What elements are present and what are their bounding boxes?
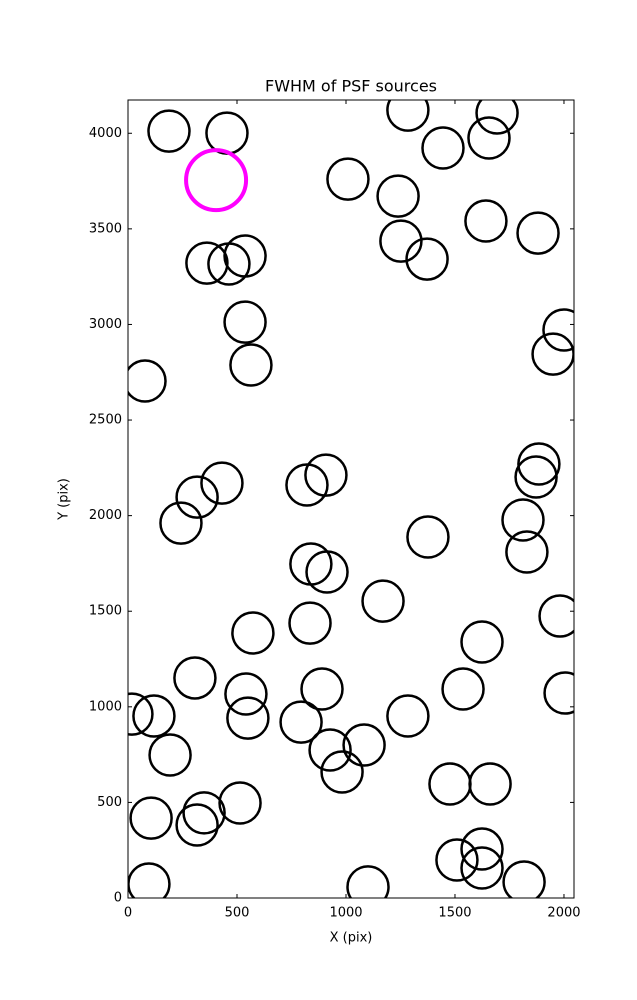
y-tick-label: 3000 [89,317,122,332]
source-circle [182,791,226,835]
source-circle [468,762,512,806]
source-circle [300,667,344,711]
x-tick-label: 1500 [438,906,471,921]
source-circle [289,542,333,586]
source-circle [223,300,267,344]
source-circle [460,827,504,871]
source-circle [514,455,558,499]
source-circle [346,865,390,898]
source-circle [406,515,450,559]
source-circle [379,219,423,263]
source-circle [175,803,219,847]
y-tick-label: 2000 [89,508,122,523]
source-circle [128,692,154,736]
source-circle [128,359,167,403]
source-circle [428,762,472,806]
source-circle [405,237,449,281]
source-circle [285,463,329,507]
source-circle [148,733,192,777]
source-circle [308,728,352,772]
source-circle [288,601,332,645]
source-circle [129,796,173,840]
source-circle [386,100,430,132]
source-circle [159,501,203,545]
source-circle [435,838,479,882]
source-circle [542,308,574,352]
source-circle [326,157,370,201]
chart-title: FWHM of PSF sources [265,77,437,96]
x-tick-label: 500 [225,906,250,921]
source-circle [224,672,268,716]
plot-area [128,100,574,898]
source-circle [207,242,251,286]
source-circle [223,234,267,278]
source-circle [460,846,504,890]
x-tick-label: 2000 [547,906,580,921]
source-circle [231,611,275,655]
source-circle [376,174,420,218]
source-circle [517,442,561,486]
y-tick-label: 1000 [89,699,122,714]
source-circle [538,594,574,638]
source-circle [218,781,262,825]
plot-frame [127,99,575,899]
source-circle [184,148,249,213]
source-circle [132,694,176,738]
y-tick-label: 2500 [89,413,122,428]
y-axis-label: Y (pix) [57,478,72,521]
y-tick-label: 500 [97,795,122,810]
source-circle [279,700,323,744]
source-circle [386,694,430,738]
source-circle [467,116,511,160]
source-circle [342,723,386,767]
source-circle [226,696,270,740]
source-circle [205,111,249,155]
source-circle [505,530,549,574]
source-circle [464,199,508,243]
source-circle [185,241,229,285]
source-circle [543,671,574,715]
x-tick-label: 0 [124,906,132,921]
source-circle [361,579,405,623]
x-tick-label: 1000 [329,906,362,921]
source-circle [460,620,504,664]
source-circle [441,667,485,711]
y-tick-label: 3500 [89,221,122,236]
source-circle [147,109,191,153]
source-circle [501,498,545,542]
source-circle [502,860,546,898]
source-circle [475,100,519,135]
source-circle [421,126,465,170]
source-circle [229,343,273,387]
source-circle [175,475,219,519]
source-circle [173,656,217,700]
source-circle [531,332,574,376]
source-circle [320,750,364,794]
y-tick-label: 4000 [89,126,122,141]
source-circle [305,550,349,594]
x-axis-label: X (pix) [330,931,373,946]
source-circle [200,461,244,505]
y-tick-label: 0 [114,891,122,906]
y-tick-label: 1500 [89,604,122,619]
source-circle [516,211,560,255]
